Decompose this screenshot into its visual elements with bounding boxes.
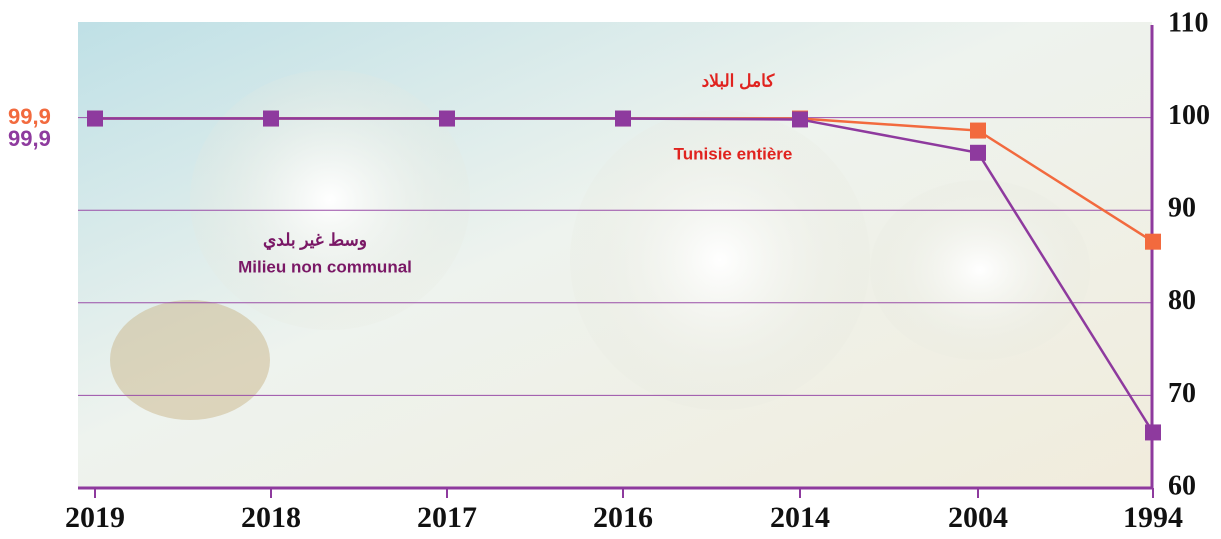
x-tick-label: 2019 bbox=[65, 501, 125, 534]
point bbox=[87, 110, 103, 127]
y-tick-label: 70 bbox=[1168, 378, 1196, 409]
point bbox=[263, 110, 279, 127]
annotation: كامل البلاد bbox=[702, 71, 776, 90]
y-tick-label: 90 bbox=[1168, 193, 1196, 224]
x-tick-label: 2004 bbox=[948, 501, 1008, 534]
y-tick-label: 60 bbox=[1168, 470, 1196, 501]
y-tick-label: 110 bbox=[1168, 7, 1208, 38]
decoration bbox=[190, 70, 470, 330]
y-tick-label: 80 bbox=[1168, 285, 1196, 316]
decoration bbox=[870, 180, 1090, 360]
point bbox=[615, 110, 631, 127]
point bbox=[792, 111, 808, 128]
value-label: 99,9 bbox=[8, 126, 51, 151]
point bbox=[1145, 424, 1161, 441]
decoration bbox=[570, 110, 870, 410]
annotation: Tunisie entière bbox=[674, 144, 793, 163]
x-tick-label: 2014 bbox=[770, 501, 830, 534]
point bbox=[1145, 233, 1161, 250]
value-label: 99,9 bbox=[8, 104, 51, 129]
point bbox=[439, 110, 455, 127]
y-tick-label: 100 bbox=[1168, 100, 1210, 131]
x-tick-label: 2018 bbox=[241, 501, 301, 534]
x-tick-label: 2016 bbox=[593, 501, 653, 534]
decoration bbox=[110, 300, 270, 420]
annotation: وسط غير بلدي bbox=[263, 230, 367, 250]
point bbox=[970, 122, 986, 139]
annotation: Milieu non communal bbox=[238, 257, 412, 276]
x-tick-label: 1994 bbox=[1123, 501, 1183, 534]
point bbox=[970, 144, 986, 161]
x-tick-label: 2017 bbox=[417, 501, 477, 534]
